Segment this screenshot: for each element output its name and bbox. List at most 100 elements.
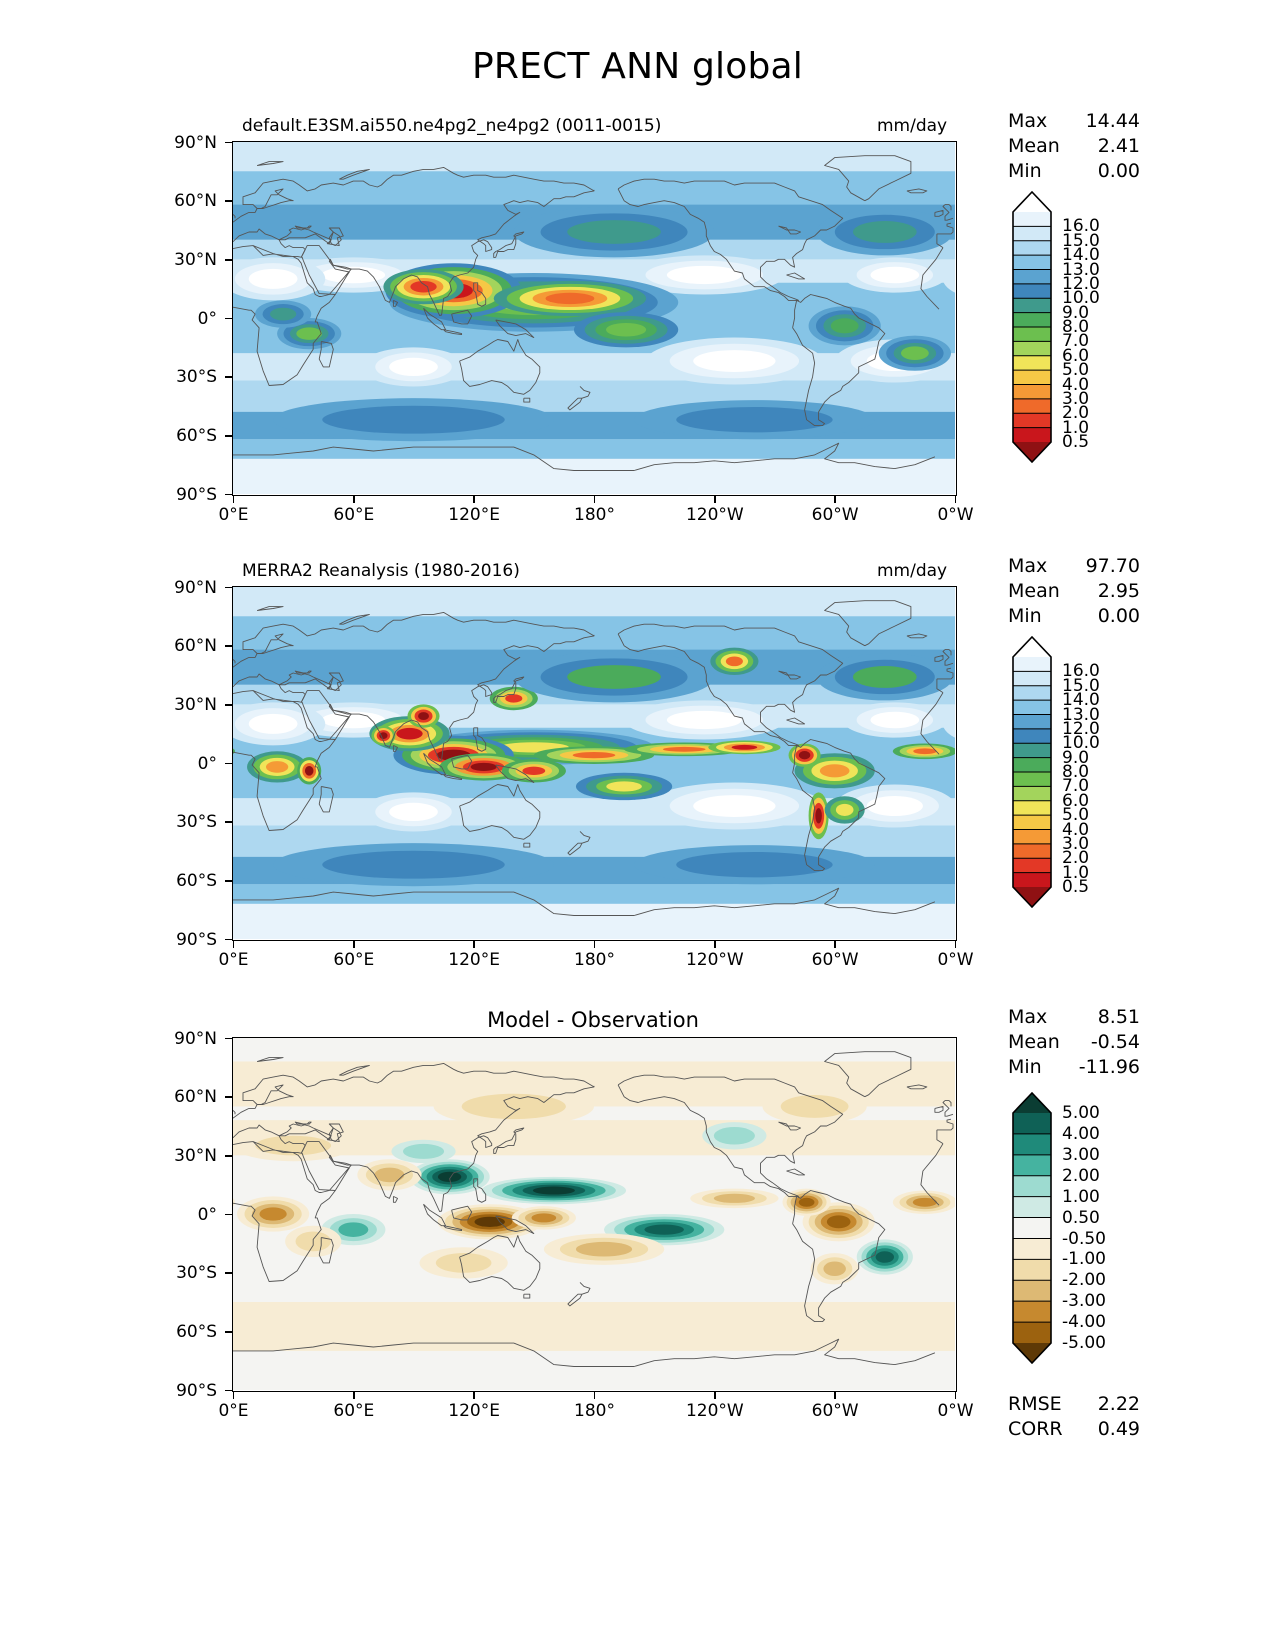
colorbar-tick-label: 6.0	[1062, 345, 1090, 366]
xtick-mark	[714, 1392, 716, 1399]
colorbar-tick-label: 2.0	[1062, 848, 1090, 869]
xtick-label: 180°	[574, 950, 615, 970]
colorbar-tick-label: 0.50	[1062, 1207, 1100, 1228]
stat-value: 0.00	[1097, 160, 1140, 182]
ytick-label: 60°S	[176, 870, 217, 891]
colorbar-tick-label: 2.0	[1062, 403, 1090, 424]
ytick-mark	[225, 435, 232, 437]
contour-field	[233, 1038, 955, 1390]
xtick-label: 120°E	[448, 950, 501, 970]
ytick-mark	[225, 376, 232, 378]
stat-label: Min	[1008, 160, 1042, 182]
coastlines	[233, 155, 954, 471]
xtick-label: 60°E	[333, 950, 375, 970]
colorbar-tick-label: 1.0	[1062, 417, 1090, 438]
panel-units-model: mm/day	[877, 116, 948, 136]
ytick-label: 90°S	[176, 929, 217, 950]
xtick-mark	[353, 941, 355, 948]
xtick-label: 0°W	[937, 1401, 974, 1421]
colorbar-tick-label: -4.00	[1062, 1312, 1106, 1333]
xtick-label: 180°	[574, 1401, 615, 1421]
xtick-mark	[593, 1392, 596, 1399]
stat-label: Mean	[1008, 1031, 1060, 1053]
colorbar-tick-label: 14.0	[1062, 245, 1100, 266]
colorbar-tick-label: 1.0	[1062, 862, 1090, 883]
ytick-mark	[225, 1272, 232, 1274]
colorbar-tick-label: 4.0	[1062, 819, 1090, 840]
ytick-mark	[225, 1037, 232, 1040]
xtick-label: 60°W	[811, 505, 859, 525]
stat-label: Max	[1008, 1006, 1048, 1028]
ytick-label: 90°N	[174, 1028, 217, 1049]
colorbar-tick-label: 1.00	[1062, 1186, 1100, 1207]
colorbar-difference: 5.00 4.00 3.00 2.00 1.00 0.50 -0.50 -1.00 -2.00-…	[1012, 1092, 1106, 1364]
xtick-mark	[834, 1392, 836, 1399]
stat-label: Max	[1008, 110, 1048, 132]
ytick-label: 90°S	[176, 1380, 217, 1401]
stat-value: 0.00	[1097, 605, 1140, 627]
xtick-mark	[593, 941, 596, 948]
ytick-mark	[225, 1155, 232, 1157]
ytick-label: 60°S	[176, 1321, 217, 1342]
xtick-label: 60°E	[333, 1401, 375, 1421]
xtick-mark	[714, 941, 716, 948]
ytick-label: 30°S	[176, 1263, 217, 1284]
colorbar-observation: 16.0 15.0 14.0 13.0 12.0 10.0 9.0 8.0 7.0 6.0 5.0 4…	[1012, 636, 1100, 908]
stat-label: Min	[1008, 1056, 1042, 1078]
xtick-mark	[473, 941, 475, 948]
colorbar-model: 16.0 15.0 14.0 13.0 12.0 10.0 9.0 8.0 7.0 6.0 5.0 4…	[1012, 191, 1100, 463]
xtick-mark	[714, 496, 716, 503]
ytick-mark	[225, 1389, 232, 1392]
ytick-mark	[225, 880, 232, 882]
metric-label: RMSE	[1008, 1393, 1062, 1415]
map-difference	[232, 1037, 957, 1392]
xtick-mark	[954, 941, 957, 948]
panel-subtitle-difference: Model - Observation	[487, 1008, 699, 1032]
xtick-label: 0°W	[937, 505, 974, 525]
ytick-label: 90°S	[176, 484, 217, 505]
xtick-label: 0°E	[218, 950, 249, 970]
ytick-mark	[225, 704, 232, 706]
stat-value: 2.95	[1097, 580, 1140, 602]
xtick-mark	[834, 941, 836, 948]
colorbar-tick-label: 13.0	[1062, 259, 1100, 280]
xtick-mark	[473, 1392, 475, 1399]
xtick-label: 60°W	[811, 950, 859, 970]
metric-value: 0.49	[1097, 1418, 1140, 1440]
colorbar-tick-label: 8.0	[1062, 762, 1090, 782]
colorbar-tick-label: 3.00	[1062, 1144, 1100, 1165]
stat-label: Max	[1008, 555, 1048, 577]
colorbar-tick-label: 5.0	[1062, 805, 1090, 826]
panel-units-observation: mm/day	[877, 561, 948, 581]
xtick-label: 60°E	[333, 505, 375, 525]
colorbar-tick-label: 3.0	[1062, 388, 1090, 409]
colorbar-tick-label: 2.00	[1062, 1165, 1100, 1186]
ytick-mark	[225, 1096, 232, 1098]
stat-value: -11.96	[1078, 1056, 1140, 1078]
map-observation	[232, 586, 957, 941]
colorbar-tick-label: 10.0	[1062, 733, 1100, 754]
colorbar-tick-label: 7.0	[1062, 331, 1090, 352]
colorbar-tick-label: 9.0	[1062, 747, 1090, 768]
stat-value: 2.41	[1097, 135, 1140, 157]
ytick-mark	[225, 762, 232, 765]
xtick-mark	[954, 1392, 957, 1399]
ytick-label: 30°N	[174, 694, 217, 715]
ytick-mark	[225, 493, 232, 496]
ytick-label: 30°S	[176, 812, 217, 833]
colorbar-tick-label: 4.0	[1062, 374, 1090, 395]
ytick-label: 0°	[197, 1204, 217, 1225]
xtick-label: 0°E	[218, 505, 249, 525]
colorbar-tick-label: -3.00	[1062, 1291, 1106, 1312]
stat-label: Mean	[1008, 580, 1060, 602]
ytick-mark	[225, 1331, 232, 1333]
ytick-label: 0°	[197, 753, 217, 774]
ytick-mark	[225, 141, 232, 144]
contour-field	[233, 587, 955, 939]
ytick-label: 30°N	[174, 249, 217, 270]
ytick-mark	[225, 645, 232, 647]
ytick-mark	[225, 200, 232, 202]
map-model	[232, 141, 957, 496]
ytick-label: 60°S	[176, 425, 217, 446]
